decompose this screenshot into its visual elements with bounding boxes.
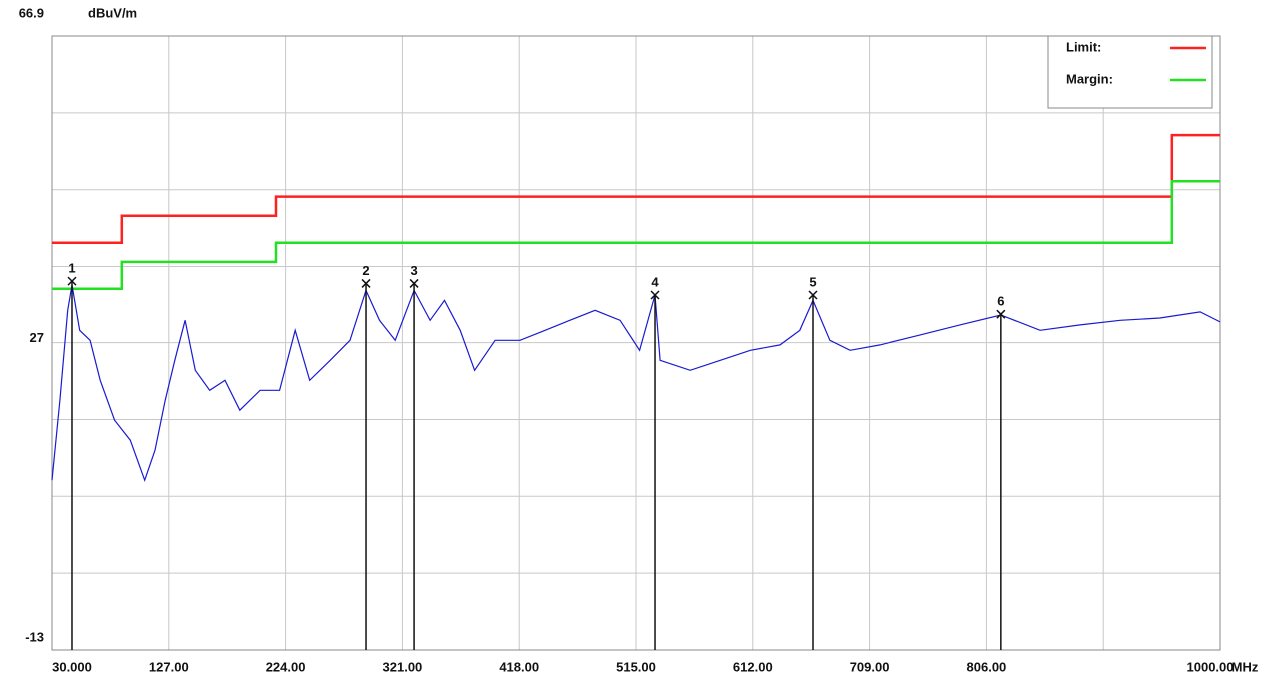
x-tick-label: 224.00 (266, 659, 306, 674)
x-tick-label: 515.00 (616, 659, 656, 674)
marker-label: 6 (997, 294, 1004, 309)
x-tick-label: 321.00 (383, 659, 423, 674)
marker-label: 5 (809, 274, 816, 289)
limit-line (52, 133, 1220, 244)
x-tick-label: 709.00 (850, 659, 890, 674)
limit-line (52, 179, 1220, 291)
marker-label: 3 (410, 263, 417, 278)
y-unit: dBuV/m (88, 5, 137, 20)
x-tick-label: 418.00 (499, 659, 539, 674)
marker-cross (808, 290, 818, 300)
marker-cross (650, 290, 660, 300)
x-tick-label: 127.00 (149, 659, 189, 674)
marker-cross (409, 278, 419, 288)
marker-cross (996, 309, 1006, 319)
legend-label: Limit: (1066, 39, 1101, 54)
trace-line (51, 284, 1221, 483)
x-tick-label: 30.000 (52, 659, 92, 674)
marker-cross (361, 278, 371, 288)
plot-border (51, 35, 1221, 651)
y-tick-label: 66.9 (19, 5, 44, 20)
legend-label: Margin: (1066, 71, 1113, 86)
x-unit: MHz (1232, 659, 1259, 674)
x-tick-label: 612.00 (733, 659, 773, 674)
marker-cross (67, 276, 77, 286)
marker-label: 2 (362, 263, 369, 278)
marker-label: 4 (651, 274, 659, 289)
y-tick-label: 27 (30, 330, 44, 345)
y-tick-label: -13 (25, 629, 44, 644)
x-tick-label: 1000.00 (1187, 659, 1234, 674)
marker-label: 1 (68, 261, 75, 276)
x-tick-label: 806.00 (967, 659, 1007, 674)
